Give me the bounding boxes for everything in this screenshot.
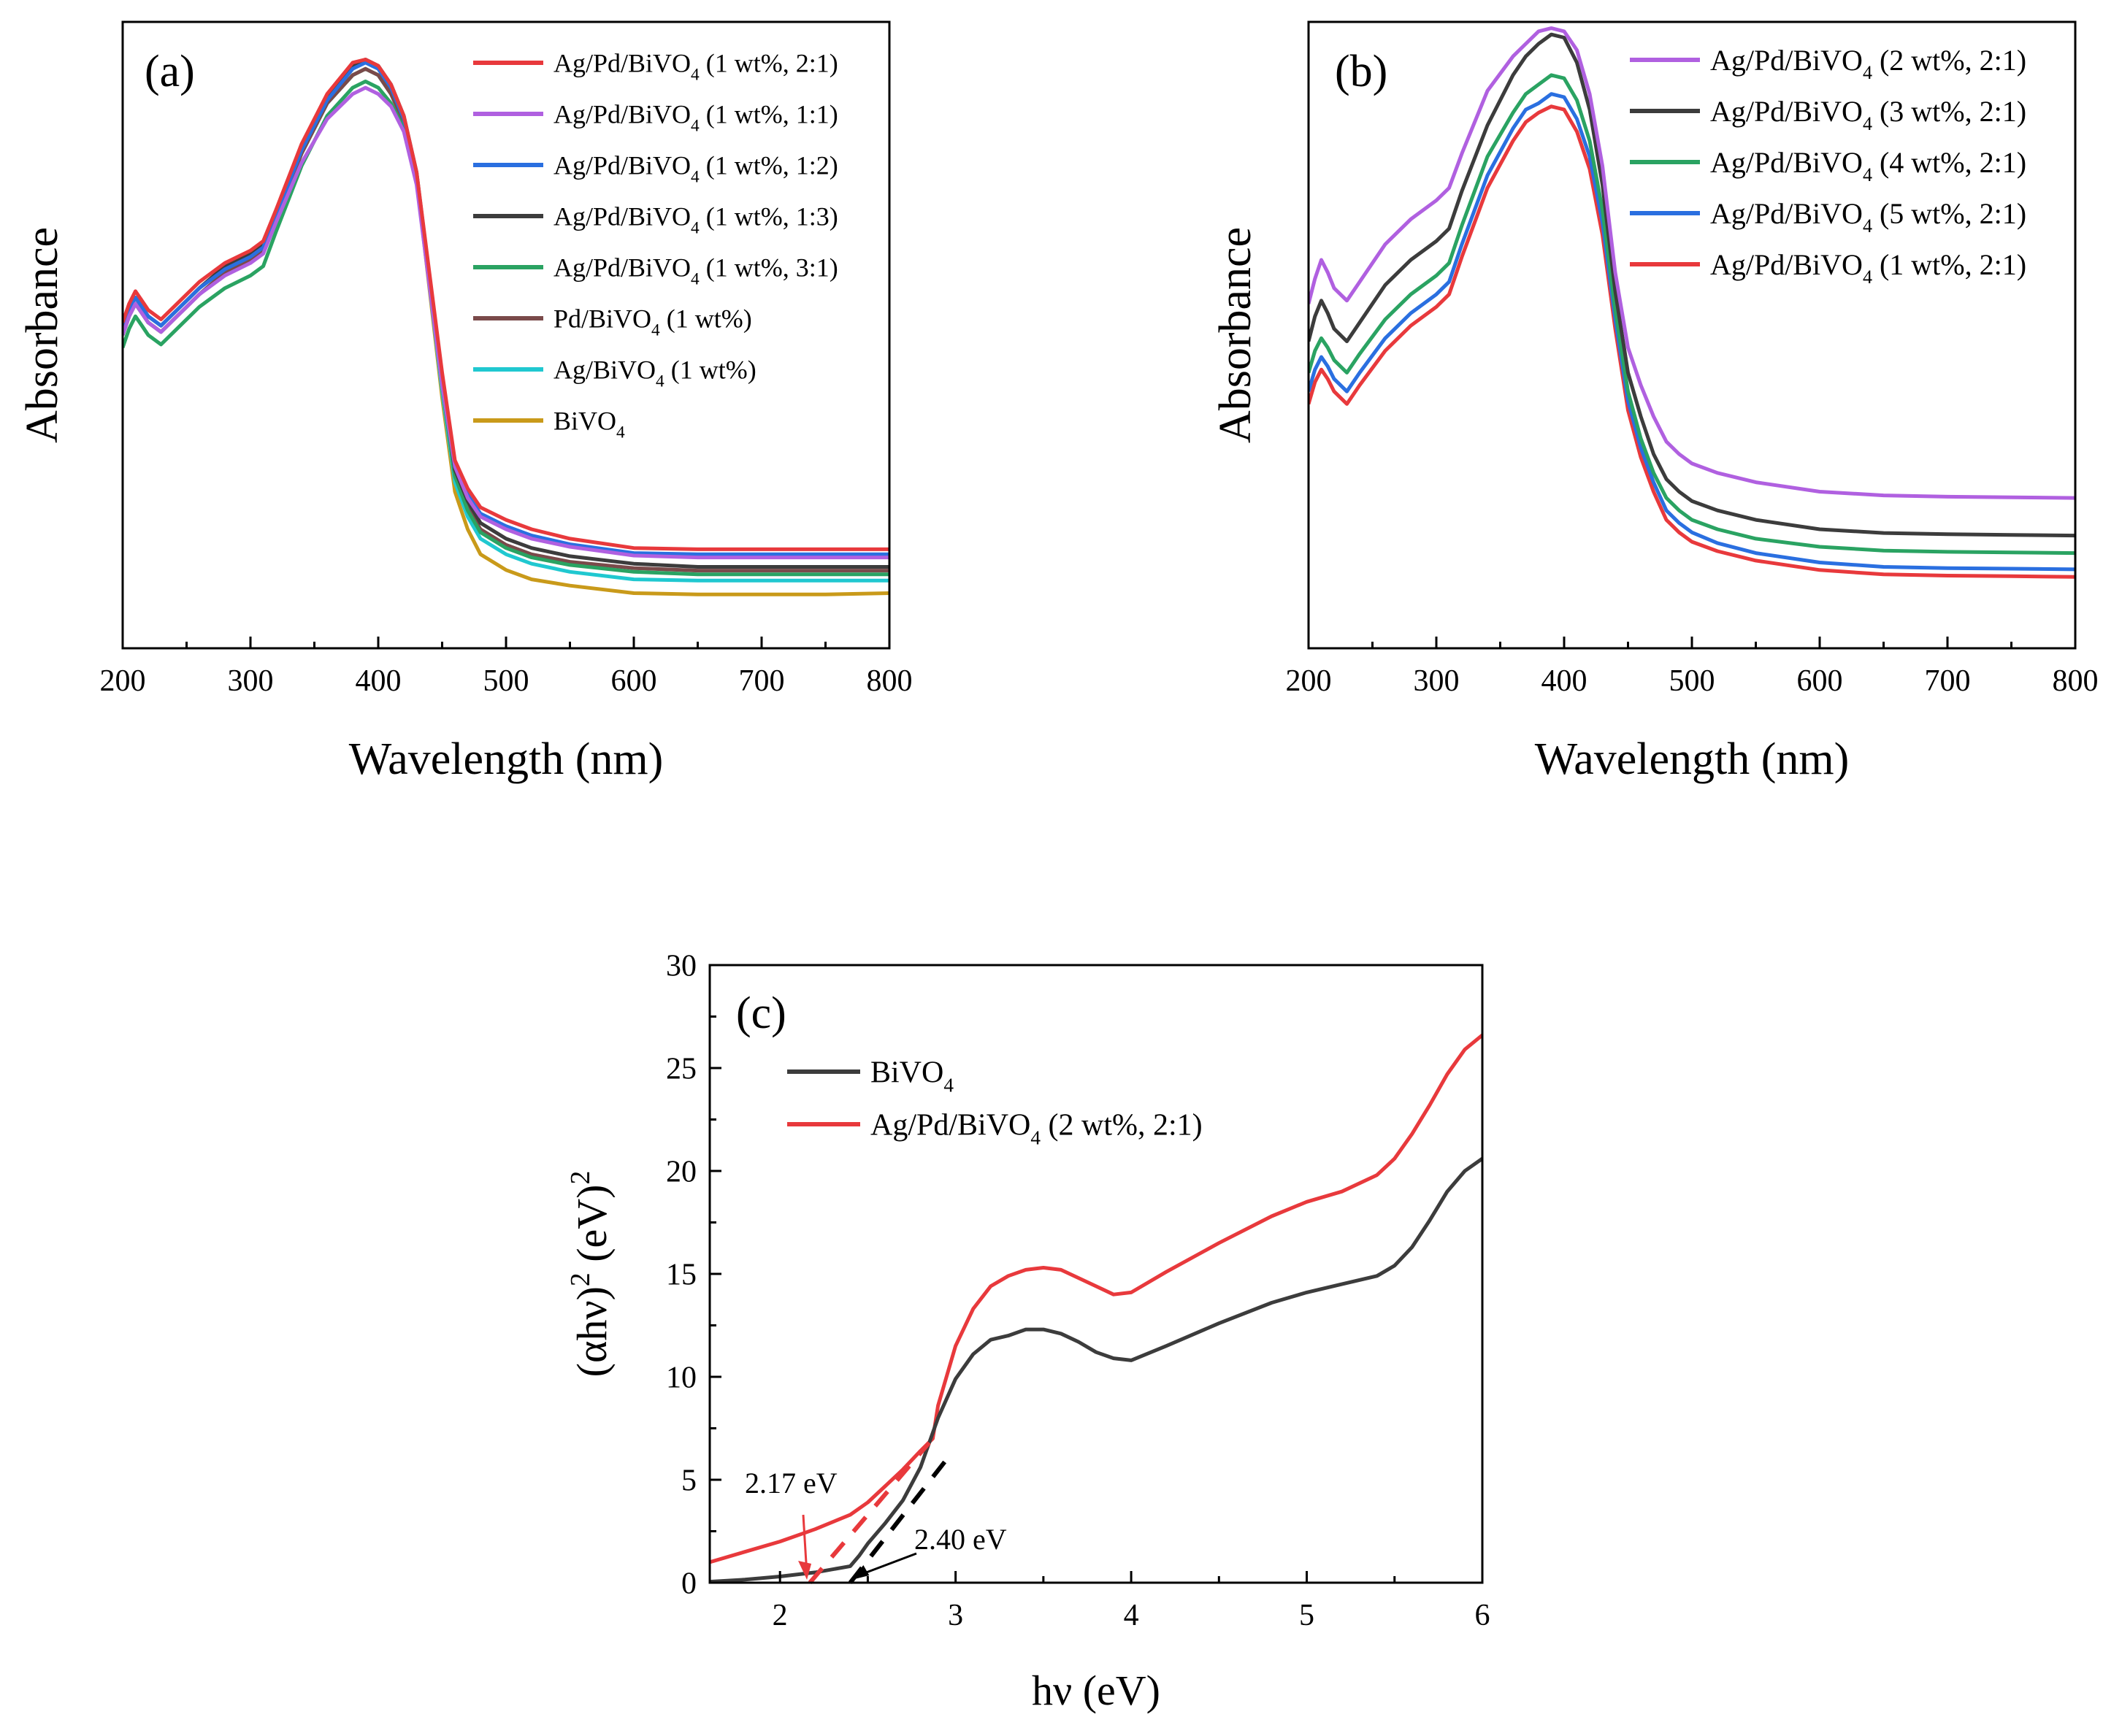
legend-label: Ag/Pd/BiVO4 (1 wt%, 2:1) [554, 49, 838, 85]
x-axis-label: hν (eV) [1032, 1667, 1160, 1714]
x-tick-label: 200 [1286, 664, 1332, 698]
series-line-1 [710, 1157, 1482, 1583]
legend-label: BiVO4 [870, 1056, 954, 1096]
x-tick-label: 500 [1669, 664, 1715, 698]
series-line-4 [1309, 92, 2075, 572]
arrow-black-head [851, 1565, 870, 1580]
y-tick-label: 10 [666, 1361, 697, 1395]
y-axis-label: Absorbance [18, 227, 67, 443]
legend-label: Ag/Pd/BiVO4 (1 wt%, 1:2) [554, 151, 838, 187]
legend-label: Ag/Pd/BiVO4 (1 wt%, 1:3) [554, 202, 838, 238]
panel-label: (c) [736, 988, 786, 1038]
legend-label: Ag/Pd/BiVO4 (1 wt%, 3:1) [554, 253, 838, 289]
x-tick-label: 500 [483, 664, 529, 698]
x-tick-label: 600 [1797, 664, 1843, 698]
x-tick-label: 400 [356, 664, 402, 698]
legend: Ag/Pd/BiVO4 (2 wt%, 2:1) Ag/Pd/BiVO4 (3 w… [1630, 44, 2026, 288]
x-axis-label: Wavelength (nm) [349, 734, 664, 784]
legend-label: Pd/BiVO4 (1 wt%) [554, 304, 752, 340]
y-axis-ticks: 0 5 10 15 20 25 30 [666, 950, 721, 1601]
y-tick-label: 30 [666, 950, 697, 983]
x-tick-label: 700 [1925, 664, 1971, 698]
legend: BiVO4 Ag/Pd/BiVO4 (2 wt%, 2:1) [787, 1056, 1203, 1149]
x-axis-ticks: 200 300 400 500 600 700 800 [100, 637, 913, 698]
panel-a-chart: 200 300 400 500 600 700 800 Wavelength (nm) Abso… [18, 20, 913, 784]
legend-label: Ag/Pd/BiVO4 (4 wt%, 2:1) [1710, 146, 2026, 185]
x-tick-label: 600 [611, 664, 657, 698]
series-line-1 [123, 58, 889, 551]
legend-label: Ag/Pd/BiVO4 (1 wt%, 2:1) [1710, 248, 2026, 288]
x-tick-label: 4 [1124, 1599, 1139, 1632]
arrow-red-head [798, 1561, 812, 1580]
legend-label: Ag/Pd/BiVO4 (2 wt%, 2:1) [1710, 44, 2026, 83]
x-tick-label: 5 [1299, 1599, 1314, 1632]
x-tick-label: 6 [1475, 1599, 1490, 1632]
y-axis-label: Absorbance [1211, 227, 1260, 443]
y-tick-label: 25 [666, 1053, 697, 1086]
legend-label: Ag/Pd/BiVO4 (5 wt%, 2:1) [1710, 197, 2026, 237]
legend-label: Ag/BiVO4 (1 wt%) [554, 356, 757, 391]
series-lines [710, 1033, 1482, 1583]
x-tick-label: 2 [773, 1599, 788, 1632]
y-tick-label: 20 [666, 1156, 697, 1189]
x-tick-label: 400 [1541, 664, 1587, 698]
series-lines [1309, 26, 2075, 579]
x-tick-label: 800 [2053, 664, 2099, 698]
y-tick-label: 5 [681, 1464, 697, 1498]
bandgap-label-red: 2.17 eV [745, 1467, 838, 1499]
x-tick-label: 200 [100, 664, 146, 698]
legend-label: Ag/Pd/BiVO4 (2 wt%, 2:1) [870, 1109, 1203, 1149]
series-lines [123, 58, 889, 596]
panel-b-chart: 200 300 400 500 600 700 800 Wavelength (nm) Abso… [1211, 20, 2099, 784]
legend-label: Ag/Pd/BiVO4 (1 wt%, 1:1) [554, 100, 838, 136]
tangent-line-2 [848, 1457, 949, 1584]
y-axis-label: (αhν)2 (eV)2 [565, 1171, 616, 1378]
y-tick-label: 15 [666, 1259, 697, 1292]
x-tick-label: 3 [948, 1599, 963, 1632]
series-line-5 [123, 80, 889, 577]
x-axis-ticks: 2 3 4 5 6 [773, 1571, 1490, 1632]
bandgap-label-black: 2.40 eV [914, 1523, 1007, 1556]
legend-label: BiVO4 [554, 407, 625, 442]
series-line-1 [1309, 26, 2075, 500]
x-axis-ticks: 200 300 400 500 600 700 800 [1286, 637, 2099, 698]
series-line-2 [710, 1033, 1482, 1564]
x-axis-label: Wavelength (nm) [1535, 734, 1850, 784]
panel-label: (b) [1335, 47, 1387, 96]
legend: Ag/Pd/BiVO4 (1 wt%, 2:1) Ag/Pd/BiVO4 (1 w… [473, 49, 838, 442]
series-line-2 [1309, 32, 2075, 538]
x-tick-label: 300 [228, 664, 274, 698]
x-tick-label: 800 [867, 664, 913, 698]
series-line-5 [1309, 104, 2075, 579]
x-tick-label: 700 [739, 664, 785, 698]
series-line-3 [1309, 73, 2075, 556]
x-tick-label: 300 [1414, 664, 1460, 698]
series-line-2 [123, 85, 889, 560]
panel-label: (a) [145, 47, 195, 96]
legend-label: Ag/Pd/BiVO4 (3 wt%, 2:1) [1710, 95, 2026, 134]
y-tick-label: 0 [681, 1567, 697, 1601]
